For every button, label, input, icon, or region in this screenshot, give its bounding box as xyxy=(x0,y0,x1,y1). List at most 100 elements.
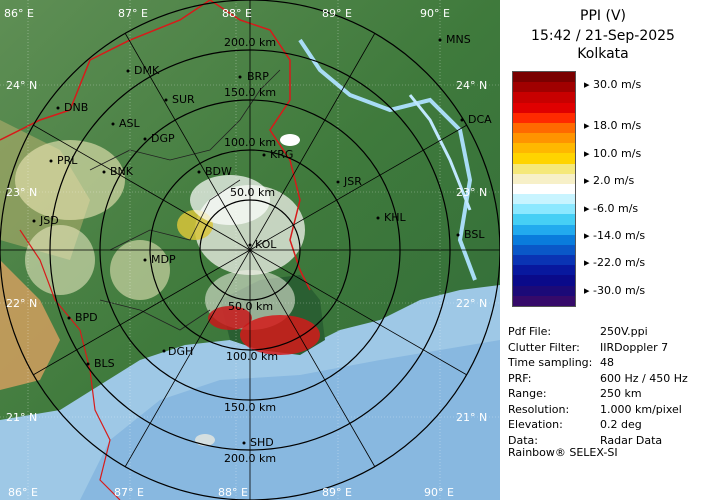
lon-label-top: 90° E xyxy=(420,7,450,20)
state-boundary xyxy=(0,0,211,141)
color-swatch xyxy=(513,153,575,164)
city-label: BRP xyxy=(247,70,269,83)
lon-label-top: 89° E xyxy=(322,7,352,20)
city-label: MDP xyxy=(151,253,176,266)
info-value: IIRDoppler 7 xyxy=(600,340,669,354)
info-value: 1.000 km/pixel xyxy=(600,402,682,416)
color-swatch xyxy=(513,72,575,83)
radial-spokes xyxy=(0,0,500,500)
river-ganges xyxy=(298,38,477,281)
color-swatch xyxy=(513,183,575,195)
city-label: BPD xyxy=(75,311,98,324)
color-swatch xyxy=(513,194,575,205)
city-label: BLS xyxy=(94,357,115,370)
color-swatch xyxy=(513,204,575,215)
lon-label-top: 87° E xyxy=(118,7,148,20)
lon-label-bottom: 88° E xyxy=(218,486,248,499)
lon-label-bottom: 90° E xyxy=(424,486,454,499)
info-value: 250 km xyxy=(600,387,642,400)
city-label: BNK xyxy=(110,165,134,178)
ring-label: 150.0 km xyxy=(224,86,276,99)
lon-label-bottom: 89° E xyxy=(322,486,352,499)
city-markers: MNS DMK BRP DNB SUR ASL DGP DCA KRG PRL … xyxy=(32,33,492,449)
ring-label: 100.0 km xyxy=(224,136,276,149)
lat-label-left: 24° N xyxy=(6,79,37,92)
lon-label-top: 88° E xyxy=(222,7,252,20)
city-label: BDW xyxy=(205,165,232,178)
city-label: KHL xyxy=(384,211,406,224)
info-value: 48 xyxy=(600,356,614,369)
city-label: PRL xyxy=(57,154,78,167)
color-swatch xyxy=(513,122,575,134)
datetime: 15:42 / 21-Sep-2025 xyxy=(531,28,675,44)
lat-label-left: 21° N xyxy=(6,411,37,424)
city-label: KOL xyxy=(255,238,277,251)
city-label: DGP xyxy=(151,132,175,145)
lat-label-right: 23° N xyxy=(456,186,487,199)
color-swatch xyxy=(513,285,575,296)
color-swatch xyxy=(513,112,575,123)
info-label: Elevation: xyxy=(508,418,563,431)
city-label: DNB xyxy=(64,101,88,114)
legend-panel: PPI (V) 15:42 / 21-Sep-2025 Kolkata xyxy=(500,0,706,500)
city-label: JSR xyxy=(343,175,362,188)
lat-label-right: 21° N xyxy=(456,411,487,424)
ring-label: 150.0 km xyxy=(224,401,276,414)
city-label: MNS xyxy=(446,33,471,46)
velocity-color-scale xyxy=(512,71,576,307)
info-value: 0.2 deg xyxy=(600,418,642,431)
color-swatch xyxy=(513,244,575,256)
color-swatch xyxy=(513,82,575,93)
color-swatch xyxy=(513,102,575,113)
shelf xyxy=(80,340,500,500)
scale-label: ▸ -22.0 m/s xyxy=(584,256,646,269)
scale-label: ▸ 30.0 m/s xyxy=(584,78,642,91)
color-swatch xyxy=(513,224,575,235)
ring-label: 50.0 km xyxy=(230,186,275,199)
lon-label-top: 86° E xyxy=(4,7,34,20)
lon-label-bottom: 87° E xyxy=(114,486,144,499)
info-label: Clutter Filter: xyxy=(508,340,580,354)
ring-label: 200.0 km xyxy=(224,452,276,465)
info-label: Data: xyxy=(508,433,538,447)
city-label: SHD xyxy=(250,436,274,449)
city-label: JSD xyxy=(39,214,59,227)
color-swatch xyxy=(513,214,575,225)
color-swatch xyxy=(513,143,575,154)
info-value: 250V.ppi xyxy=(600,325,648,338)
radar-map: 86° E 87° E 88° E 89° E 90° E 86° E 87° … xyxy=(0,0,500,500)
color-swatch xyxy=(513,133,575,144)
city-label: SUR xyxy=(172,93,195,106)
info-label: Pdf File: xyxy=(508,325,552,338)
scale-label: ▸ -30.0 m/s xyxy=(584,284,646,297)
city-label: KRG xyxy=(270,148,293,161)
color-swatch xyxy=(513,234,575,245)
scale-label: ▸ 2.0 m/s xyxy=(584,174,635,187)
west-highlands xyxy=(0,260,60,390)
color-swatch xyxy=(513,275,575,286)
scale-label: ▸ -14.0 m/s xyxy=(584,229,646,242)
lat-label-right: 24° N xyxy=(456,79,487,92)
scale-label: ▸ 10.0 m/s xyxy=(584,147,642,160)
ring-label: 50.0 km xyxy=(228,300,273,313)
color-swatch xyxy=(513,163,575,174)
ring-label: 100.0 km xyxy=(226,350,278,363)
city-label: BSL xyxy=(464,228,485,241)
ring-label: 200.0 km xyxy=(224,36,276,49)
color-swatch xyxy=(513,173,575,184)
river-padma xyxy=(408,94,472,211)
info-value: Radar Data xyxy=(600,433,663,447)
lon-label-bottom: 86° E xyxy=(8,486,38,499)
info-label: PRF: xyxy=(508,371,532,385)
station-name: Kolkata xyxy=(577,46,629,62)
city-label: ASL xyxy=(119,117,141,130)
city-label: DCA xyxy=(468,113,492,126)
color-swatch xyxy=(513,295,575,306)
info-label: Resolution: xyxy=(508,402,570,416)
color-swatch xyxy=(513,92,575,103)
credit: Rainbow® SELEX-SI xyxy=(508,446,618,459)
lat-label-left: 22° N xyxy=(6,297,37,310)
city-label: DMK xyxy=(134,64,160,77)
lat-label-left: 23° N xyxy=(6,186,37,199)
city-label: DGH xyxy=(168,345,193,358)
